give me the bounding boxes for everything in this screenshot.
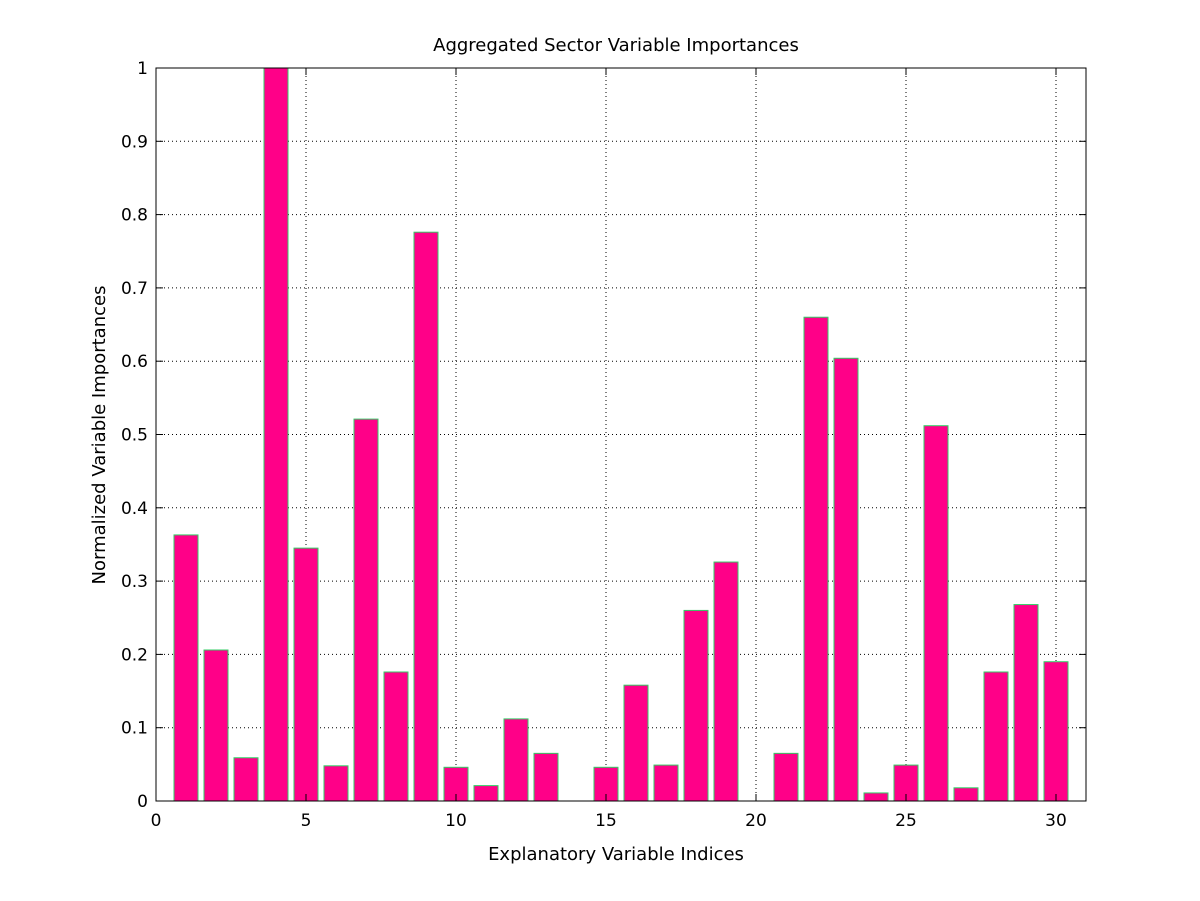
bar [383, 671, 409, 802]
bar [323, 765, 349, 802]
bar [1043, 661, 1069, 802]
x-axis-title: Explanatory Variable Indices [488, 844, 744, 865]
bar [203, 649, 229, 802]
bar [833, 357, 859, 802]
y-tick-label: 0.4 [121, 499, 148, 519]
x-tick-labels: 0 5 10 15 20 25 30 [151, 811, 1067, 831]
bar [683, 609, 709, 802]
bar [413, 231, 439, 802]
y-tick-label: 0.2 [121, 645, 148, 665]
y-tick-label: 0.6 [121, 352, 148, 372]
bar [473, 785, 499, 802]
tick-marks [155, 67, 1086, 802]
chart-title: Aggregated Sector Variable Importances [433, 35, 799, 56]
bar [773, 752, 799, 802]
y-tick-label: 0.9 [121, 132, 148, 152]
bar [1013, 604, 1039, 802]
bar [533, 752, 559, 802]
bar [623, 684, 649, 802]
x-tick-label: 20 [745, 811, 767, 831]
x-tick-label: 25 [895, 811, 917, 831]
bar [173, 534, 199, 802]
bar [983, 671, 1009, 802]
x-tick-label: 15 [595, 811, 617, 831]
bar [263, 67, 289, 802]
bar [233, 757, 259, 802]
bar [803, 316, 829, 802]
x-tick-label: 30 [1045, 811, 1067, 831]
x-tick-label: 10 [445, 811, 467, 831]
bar [713, 561, 739, 802]
y-tick-label: 1 [137, 59, 148, 79]
grid-lines [156, 68, 1086, 801]
y-tick-label: 0.8 [121, 206, 148, 226]
x-tick-label: 0 [151, 811, 162, 831]
bar [923, 425, 949, 802]
y-axis-title: Normalized Variable Importances [89, 286, 110, 585]
y-tick-label: 0.1 [121, 719, 148, 739]
y-tick-label: 0.7 [121, 279, 148, 299]
y-tick-label: 0.5 [121, 426, 148, 446]
y-tick-label: 0.3 [121, 572, 148, 592]
y-tick-label: 0 [137, 792, 148, 812]
x-tick-label: 5 [301, 811, 312, 831]
bar [653, 764, 679, 802]
bar [953, 787, 979, 802]
bar [863, 792, 889, 802]
y-tick-labels: 0 0.1 0.2 0.3 0.4 0.5 0.6 0.7 0.8 0.9 1 [121, 59, 148, 812]
bar [503, 718, 529, 802]
bars [173, 67, 1069, 802]
bar [293, 547, 319, 802]
bar [353, 418, 379, 802]
